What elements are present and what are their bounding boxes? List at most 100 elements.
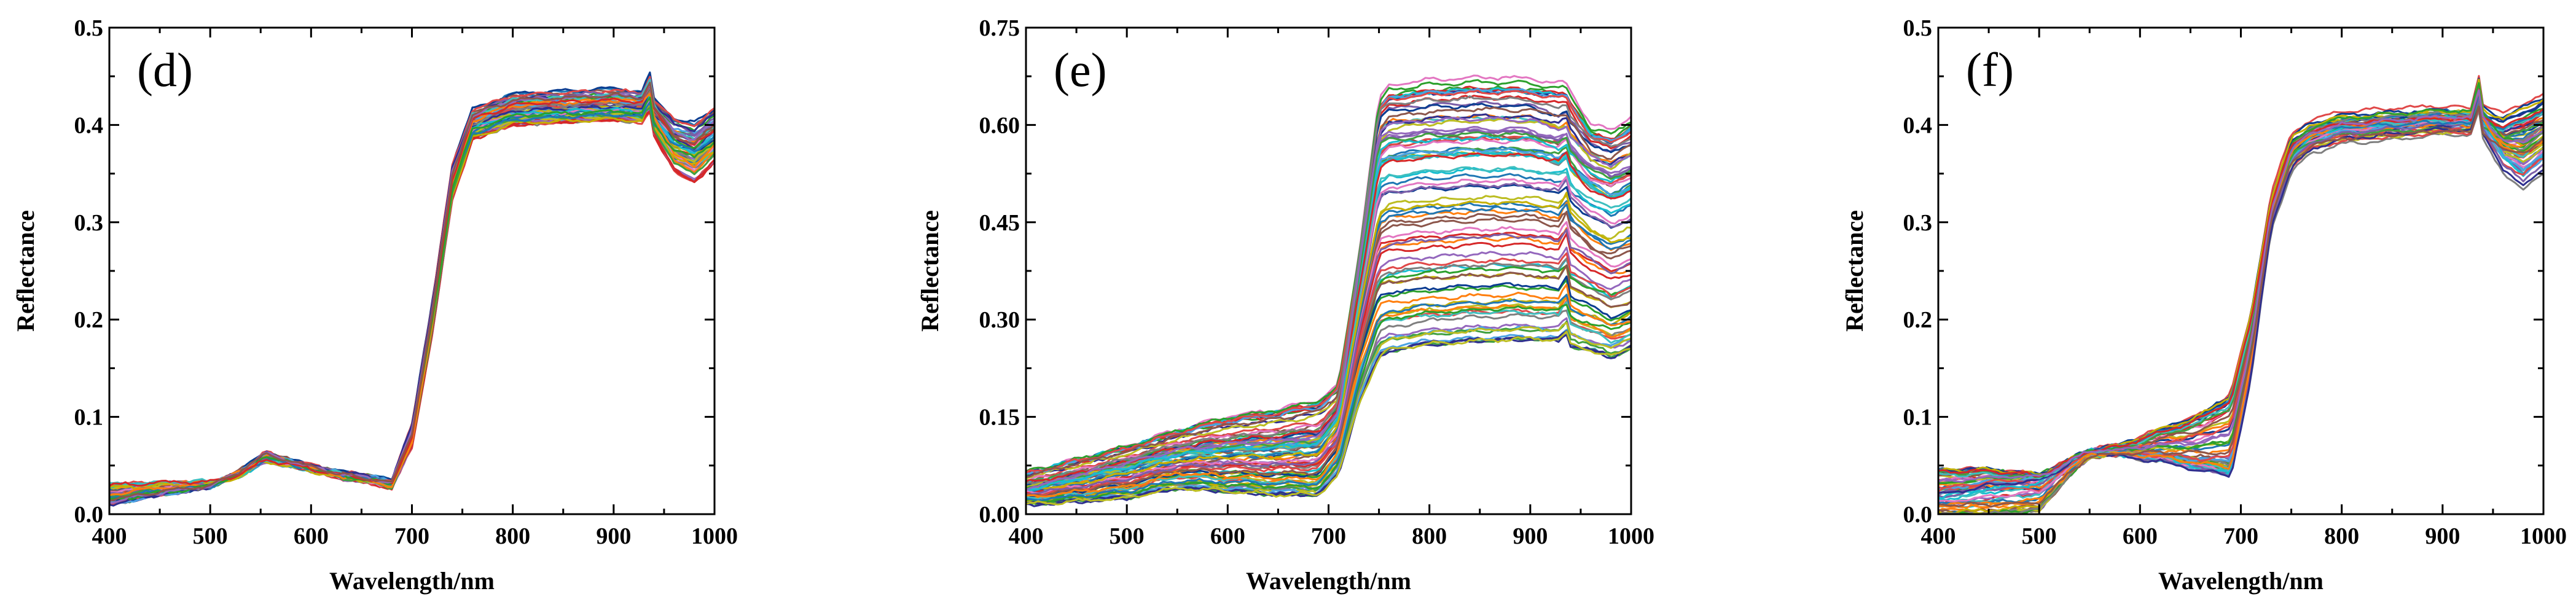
spectrum-line (1026, 283, 1631, 498)
panel-label: (f) (1966, 43, 2014, 96)
y-tick-label: 0.4 (74, 112, 104, 138)
series-group (1026, 74, 1631, 507)
x-tick-label: 900 (2425, 523, 2460, 549)
spectrum-line (1938, 90, 2543, 514)
y-tick-label: 0.30 (979, 307, 1020, 333)
y-tick-label: 0.2 (74, 307, 104, 333)
chart-panel-3: 400 500 600 700 800 900 1000 0.0 0.1 0.2 0.3 0.4 0.5… (1841, 15, 2567, 595)
spectrum-line (1938, 98, 2543, 495)
x-tick-label: 700 (394, 523, 429, 549)
x-tick-label: 700 (1311, 523, 1346, 549)
y-axis-title: Reflectance (12, 210, 39, 332)
spectrum-line (1026, 74, 1631, 472)
spectrum-line (1026, 233, 1631, 493)
x-tick-label: 700 (2223, 523, 2258, 549)
spectrum-line (109, 81, 714, 502)
x-tick-label: 1000 (2520, 523, 2567, 549)
spectrum-line (1938, 95, 2543, 499)
spectrum-line (1938, 93, 2543, 512)
x-tick-label: 800 (1412, 523, 1447, 549)
chart-panel-2: 400 500 600 700 800 900 1000 0.00 0.15 0.30 0.45 0.… (916, 15, 1654, 595)
x-tick-label: 400 (1009, 523, 1044, 549)
x-tick-label: 500 (1110, 523, 1145, 549)
spectrum-line (1938, 100, 2543, 514)
spectrum-line (1938, 95, 2543, 505)
panel-label: (e) (1054, 43, 1107, 96)
spectrum-line (1938, 89, 2543, 483)
spectrum-line (1026, 192, 1631, 491)
spectrum-line (1938, 84, 2543, 514)
series-group (109, 71, 714, 507)
y-tick-label: 0.00 (979, 502, 1020, 528)
spectrum-line (1026, 303, 1631, 502)
x-axis-title: Wavelength/nm (329, 567, 495, 595)
y-tick-label: 0.3 (74, 210, 104, 236)
spectrum-line (1938, 96, 2543, 509)
spectrum-line (1938, 90, 2543, 480)
spectrum-line (1938, 106, 2543, 493)
spectrum-line (1026, 330, 1631, 506)
y-tick-label: 0.4 (1903, 112, 1933, 138)
y-tick-label: 0.5 (74, 15, 104, 41)
spectrum-line (1938, 82, 2543, 514)
spectrum-line (1938, 92, 2543, 495)
spectrum-line (1938, 101, 2543, 514)
panel-label: (d) (137, 43, 193, 96)
spectrum-line (1938, 103, 2543, 514)
y-tick-label: 0.0 (74, 502, 104, 528)
chart-panel-1: 400 500 600 700 800 900 1000 0.0 0.1 0.2 0.3 0.4 0.5… (12, 15, 738, 595)
spectrum-line (109, 84, 714, 487)
spectrum-line (1026, 264, 1631, 497)
spectrum-line (1026, 151, 1631, 491)
y-axis-title: Reflectance (916, 210, 944, 332)
spectrum-line (1026, 131, 1631, 490)
y-axis-title: Reflectance (1841, 210, 1868, 332)
plot-frame (1937, 26, 2545, 515)
spectrum-line (1026, 221, 1631, 495)
x-tick-label: 600 (2123, 523, 2158, 549)
spectrum-line (1026, 294, 1631, 501)
spectrum-line (1026, 301, 1631, 501)
x-axis-title: Wavelength/nm (2158, 567, 2323, 595)
spectrum-line (1026, 79, 1631, 473)
y-tick-label: 0.1 (1903, 405, 1933, 431)
x-tick-label: 900 (1513, 523, 1548, 549)
x-tick-label: 400 (1921, 523, 1956, 549)
y-tick-label: 0.45 (979, 210, 1020, 236)
series-group (1938, 75, 2543, 514)
spectrum-line (1938, 87, 2543, 506)
spectrum-line (1938, 85, 2543, 514)
x-axis-title: Wavelength/nm (1246, 567, 1411, 595)
x-tick-label: 1000 (691, 523, 738, 549)
spectrum-line (1938, 100, 2543, 501)
x-tick-label: 400 (92, 523, 127, 549)
x-tick-label: 600 (294, 523, 329, 549)
spectrum-line (1938, 90, 2543, 514)
spectrum-line (1938, 105, 2543, 508)
x-tick-label: 600 (1210, 523, 1245, 549)
x-tick-label: 800 (495, 523, 530, 549)
x-tick-label: 1000 (1608, 523, 1654, 549)
spectrum-line (1026, 95, 1631, 485)
y-tick-label: 0.60 (979, 112, 1020, 138)
spectrum-line (1026, 166, 1631, 493)
spectrum-line (1938, 95, 2543, 502)
spectrum-line (1026, 116, 1631, 491)
spectrum-line (1938, 90, 2543, 509)
spectrum-line (1026, 106, 1631, 479)
spectrum-line (1938, 95, 2543, 499)
spectrum-line (1938, 84, 2543, 506)
spectrum-line (1938, 93, 2543, 514)
spectrum-line (1026, 90, 1631, 474)
y-tick-label: 0.3 (1903, 210, 1933, 236)
y-tick-label: 0.5 (1903, 15, 1933, 41)
y-tick-label: 0.1 (74, 405, 104, 431)
x-tick-label: 800 (2324, 523, 2359, 549)
spectrum-line (1938, 96, 2543, 514)
y-tick-label: 0.0 (1903, 502, 1933, 528)
spectrum-line (1938, 96, 2543, 508)
spectrum-line (1026, 118, 1631, 480)
spectrum-line (1026, 228, 1631, 496)
y-tick-label: 0.75 (979, 15, 1020, 41)
